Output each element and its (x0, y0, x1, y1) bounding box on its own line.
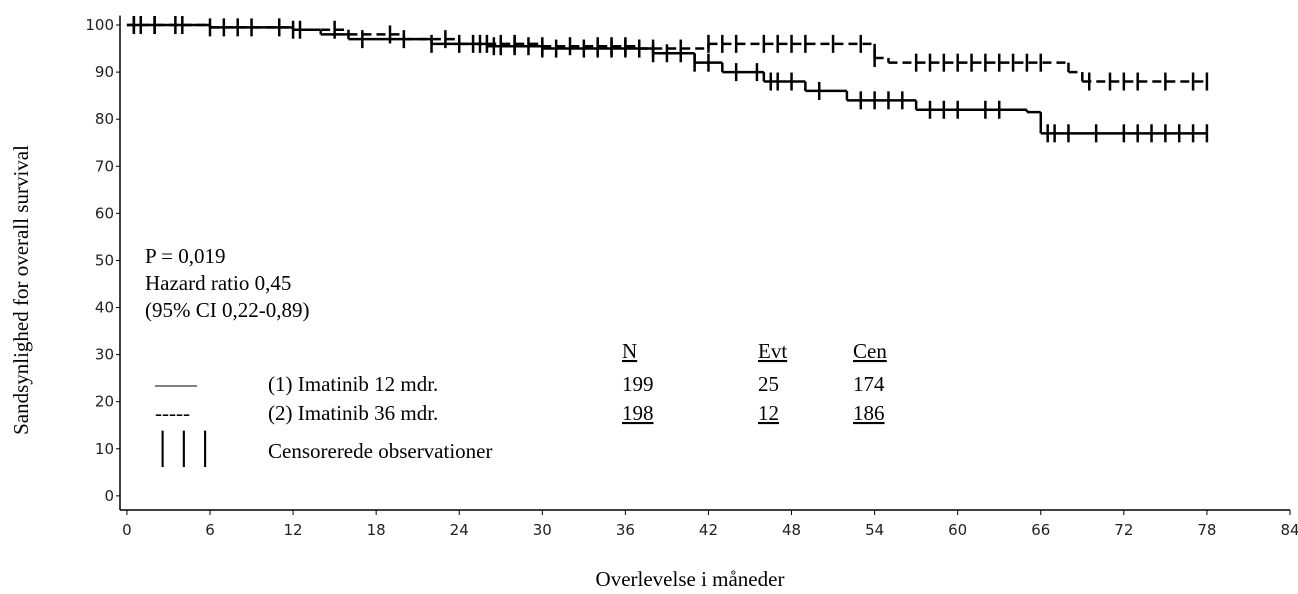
legend-symbol: ----- (155, 401, 190, 425)
y-tick-label: 20 (95, 393, 114, 411)
y-tick-label: 70 (95, 157, 114, 175)
y-tick-label: 100 (85, 16, 114, 34)
x-tick-label: 66 (1031, 521, 1050, 539)
y-tick-label: 0 (104, 487, 114, 505)
table-cell: 198 (622, 401, 654, 425)
legend-symbol: │││ (152, 430, 216, 468)
x-tick-label: 60 (948, 521, 967, 539)
x-tick-label: 36 (616, 521, 635, 539)
x-tick-label: 84 (1280, 521, 1298, 539)
y-tick-label: 30 (95, 346, 114, 364)
table-header: Cen (853, 339, 887, 363)
legend-label: (2) Imatinib 36 mdr. (268, 401, 438, 425)
x-tick-label: 48 (782, 521, 801, 539)
x-tick-label: 42 (699, 521, 718, 539)
x-tick-label: 78 (1197, 521, 1216, 539)
annotation: Hazard ratio 0,45 (145, 271, 291, 295)
table-header: Evt (758, 339, 787, 363)
x-tick-label: 54 (865, 521, 884, 539)
x-tick-label: 24 (450, 521, 469, 539)
x-axis-label: Overlevelse i måneder (596, 567, 785, 591)
table-header: N (622, 339, 637, 363)
legend-label: Censorerede observationer (268, 439, 493, 463)
y-tick-label: 80 (95, 110, 114, 128)
legend-symbol: —— (154, 372, 198, 396)
y-tick-label: 50 (95, 251, 114, 269)
x-tick-label: 30 (533, 521, 552, 539)
table-cell: 25 (758, 372, 779, 396)
x-tick-label: 6 (205, 521, 215, 539)
y-tick-label: 40 (95, 299, 114, 317)
x-tick-label: 0 (122, 521, 132, 539)
table-cell: 199 (622, 372, 654, 396)
table-cell: 174 (853, 372, 885, 396)
y-tick-label: 10 (95, 440, 114, 458)
table-cell: 186 (853, 401, 885, 425)
y-tick-label: 90 (95, 63, 114, 81)
legend-label: (1) Imatinib 12 mdr. (268, 372, 438, 396)
y-tick-label: 60 (95, 204, 114, 222)
annotation: P = 0,019 (145, 244, 226, 268)
x-tick-label: 18 (367, 521, 386, 539)
annotation: (95% CI 0,22-0,89) (145, 298, 309, 322)
x-tick-label: 72 (1114, 521, 1133, 539)
table-cell: 12 (758, 401, 779, 425)
y-axis-label: Sandsynlighed for overall survival (9, 145, 33, 435)
x-tick-label: 12 (284, 521, 303, 539)
